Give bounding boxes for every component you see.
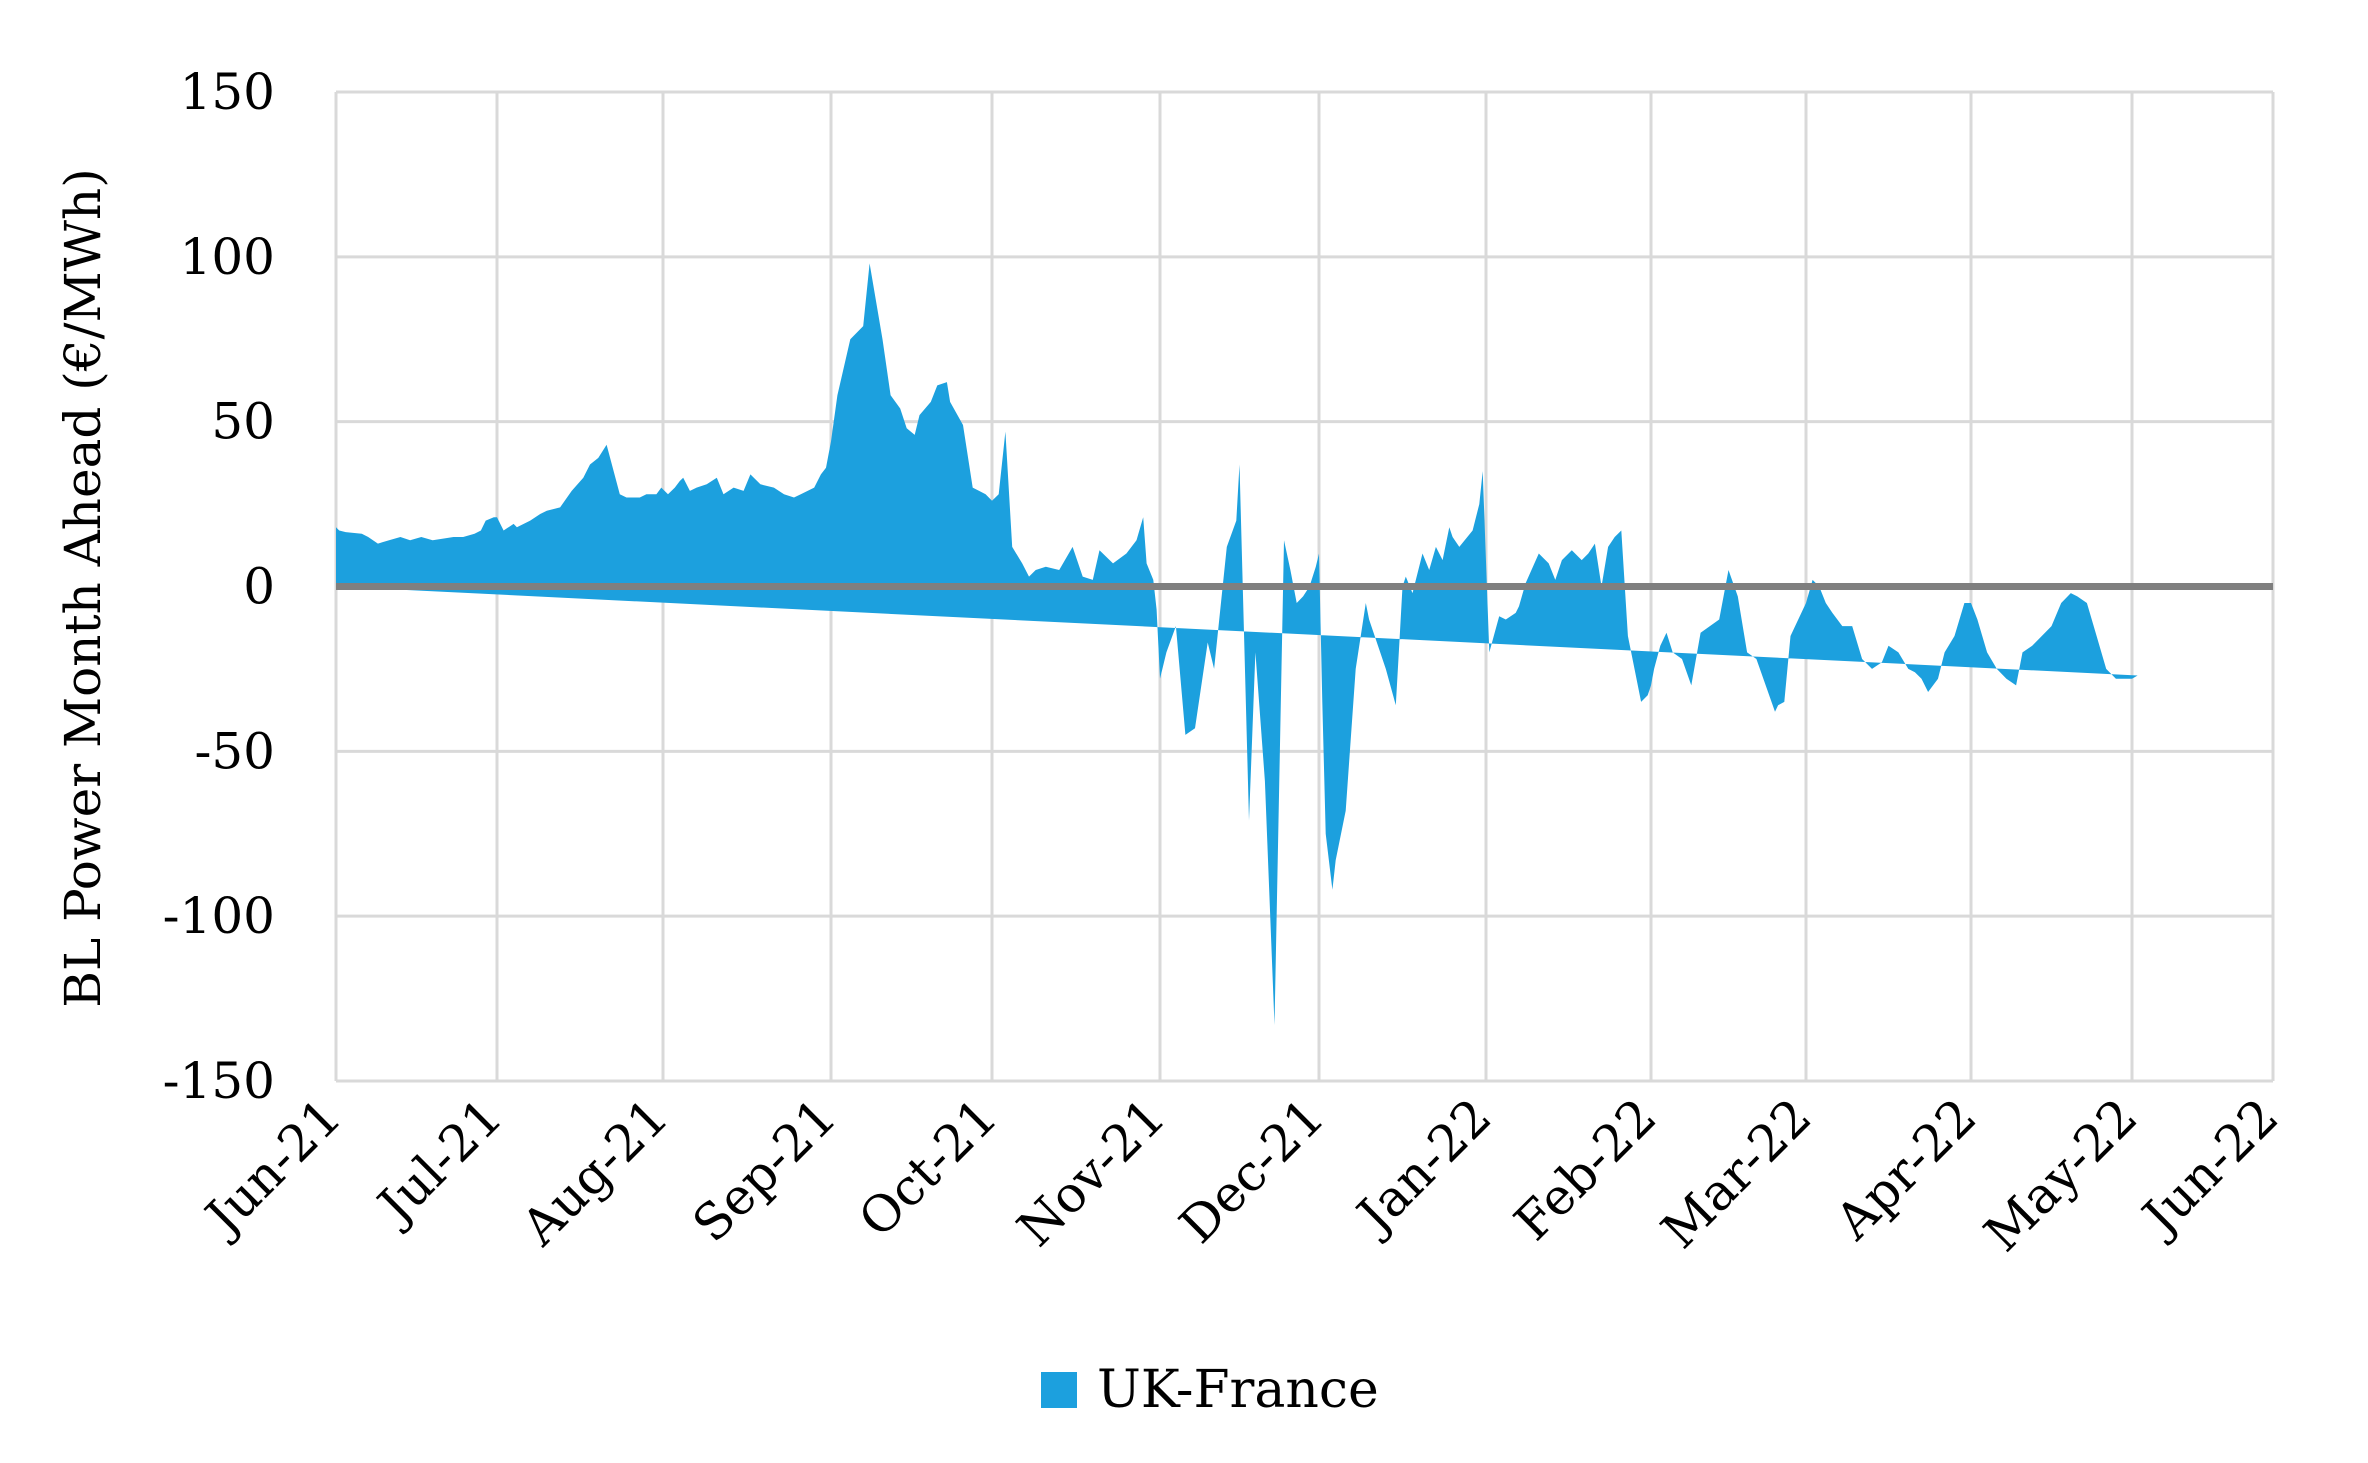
y-tick-label: -100	[163, 887, 275, 945]
y-tick-label: 50	[211, 393, 275, 451]
y-axis-label: BL Power Month Ahead (€/MWh)	[54, 168, 112, 1008]
x-tick-label: Jul-21	[364, 1087, 514, 1237]
x-tick-label: Sep-21	[682, 1087, 848, 1253]
y-tick-label: 100	[180, 228, 275, 286]
legend: UK-France	[1041, 1362, 1379, 1418]
x-tick-label: Jun-22	[2128, 1087, 2289, 1248]
x-tick-label: Apr-22	[1824, 1087, 1988, 1251]
x-tick-label: Aug-21	[510, 1087, 680, 1257]
y-tick-label: -150	[163, 1052, 275, 1110]
x-tick-label: Jan-22	[1343, 1087, 1503, 1247]
x-tick-label: Dec-21	[1168, 1087, 1335, 1254]
uk-france-area	[336, 263, 2138, 1025]
x-tick-label: Oct-21	[848, 1087, 1009, 1248]
y-tick-label: 150	[180, 63, 275, 121]
x-tick-label: Feb-22	[1503, 1087, 1667, 1251]
y-axis-ticks: 150 100 50 0 -50 -100 -150	[163, 63, 275, 1110]
x-tick-label: Jun-21	[191, 1087, 352, 1248]
y-tick-label: 0	[243, 558, 275, 616]
x-tick-label: Nov-21	[1006, 1087, 1176, 1257]
x-tick-label: May-22	[1973, 1087, 2148, 1262]
x-tick-label: Mar-22	[1650, 1087, 1822, 1259]
legend-label: UK-France	[1097, 1360, 1379, 1420]
y-tick-label: -50	[194, 722, 275, 780]
legend-swatch-icon	[1041, 1372, 1077, 1408]
